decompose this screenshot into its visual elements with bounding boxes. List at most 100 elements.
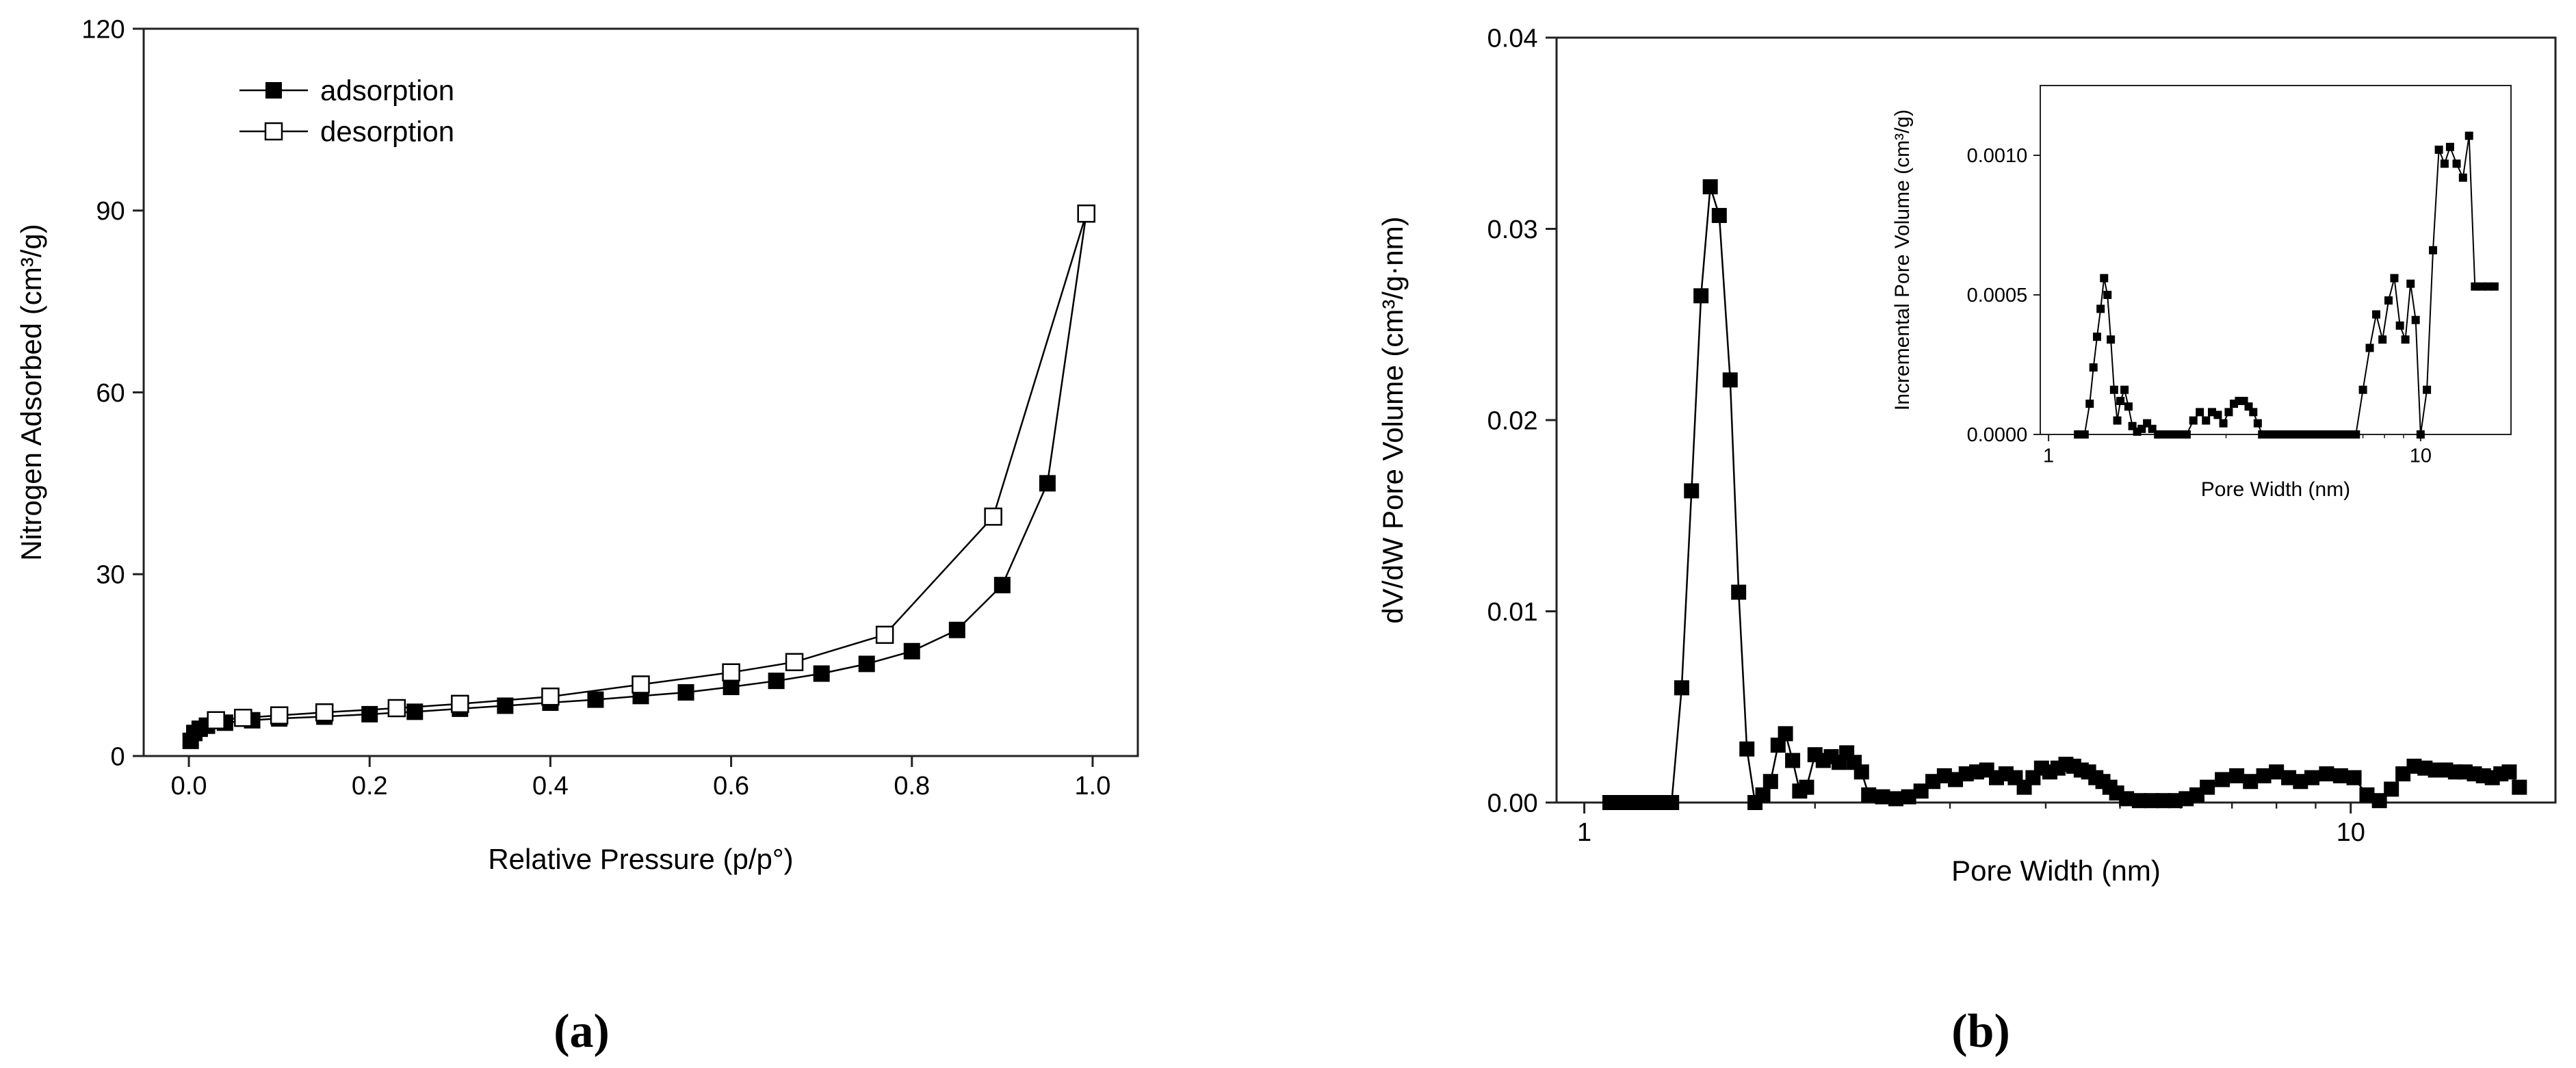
b-inset-series-0-point <box>2445 142 2454 151</box>
b-inset-series-0-point <box>2477 282 2486 291</box>
b-axes-frame <box>1555 36 2557 804</box>
a-x-tick-label: 0.0 <box>171 772 207 800</box>
b-inset-series-0-point <box>2202 416 2211 425</box>
panel-a-caption: (a) <box>554 1005 610 1058</box>
a-y-tick-label: 30 <box>96 561 125 590</box>
b-series-0-point <box>1785 753 1801 768</box>
b-inset-y-tick-label: 0.0005 <box>1967 285 2028 307</box>
b-y-tick-label: 0.03 <box>1487 216 1538 244</box>
b-inset-series-0-point <box>2168 430 2176 439</box>
b-series-0-point <box>1664 795 1680 810</box>
b-series-0-point <box>2119 791 2135 807</box>
b-inset-series-0-point <box>2096 304 2105 313</box>
b-series-0-point <box>1888 791 1903 807</box>
b-series-0-point <box>1853 764 1869 780</box>
b-inset-series-0-point <box>2352 430 2360 439</box>
a-series-0-point <box>813 665 830 682</box>
b-series-0-point <box>2346 770 2362 785</box>
b-inset-series-0-point <box>2490 282 2499 291</box>
b-inset-series-0-point <box>2416 430 2425 439</box>
a-series-1-point <box>270 706 289 725</box>
b-series-0-point <box>2304 770 2320 785</box>
b-inset-x-axis-title: Pore Width (nm) <box>2201 478 2350 501</box>
panel-a-chart: 0.0 0.2 0.4 0.6 0.8 1.0 0 30 60 90 120 Relative Pre… <box>15 15 1139 875</box>
a-legend-label: adsorption <box>320 75 454 107</box>
a-series-1-line <box>216 213 1087 721</box>
b-y-tick-label: 0.02 <box>1487 406 1538 435</box>
b-x-tick-label: 1 <box>1577 818 1591 847</box>
b-inset-y-axis-title: Incremental Pore Volume (cm³/g) <box>1891 109 1914 411</box>
b-series-0-point <box>1702 179 1718 195</box>
a-y-tick-label: 0 <box>110 742 125 771</box>
a-legend-label: desorption <box>320 116 454 148</box>
b-inset-series-0-point <box>2160 430 2169 439</box>
b-inset-series-0-point <box>2213 411 2222 419</box>
b-inset-series-0-point <box>2406 279 2415 288</box>
a-series-1-point <box>632 675 650 694</box>
b-inset-series-0-point <box>2384 296 2393 305</box>
b-series-0-point <box>1614 795 1630 810</box>
b-y-tick-label: 0.01 <box>1487 598 1538 627</box>
b-series-0-point <box>1739 741 1755 757</box>
b-inset-series-0-point <box>2080 430 2089 439</box>
b-series-0-point <box>2501 764 2517 780</box>
b-series-0-point <box>2512 779 2527 795</box>
a-x-tick-label: 0.8 <box>894 772 930 800</box>
b-inset-series-0-point <box>2390 274 2399 283</box>
a-axes-frame <box>142 27 1139 757</box>
b-series-0-point <box>1901 789 1916 805</box>
a-series-1-point <box>722 663 740 682</box>
b-series-0-point <box>2293 774 2308 790</box>
b-inset-series-0-point <box>2322 430 2331 439</box>
b-inset-series-0-point <box>2074 430 2083 439</box>
b-series-0-point <box>2229 768 2245 783</box>
b-inset-series-0-point <box>2120 385 2129 394</box>
a-series-0-point <box>858 655 875 673</box>
b-series-0-point <box>2131 793 2147 809</box>
b-inset-series-0-point <box>2440 159 2449 168</box>
a-y-tick-label: 120 <box>81 15 125 44</box>
a-y-tick-label: 60 <box>96 379 125 408</box>
a-series-0-point <box>903 642 920 660</box>
b-series-0-point <box>1778 726 1793 742</box>
b-inset-axes-frame <box>2040 85 2512 435</box>
a-x-tick-label: 0.6 <box>713 772 749 800</box>
b-series-0-point <box>2359 787 2375 803</box>
b-inset-x-tick-label: 10 <box>2410 445 2432 467</box>
a-x-tick-label: 0.2 <box>352 772 388 800</box>
a-series-1-point <box>875 625 894 644</box>
b-inset-series-0-point <box>2337 430 2345 439</box>
b-inset-series-0-point <box>2378 335 2387 344</box>
b-series-0-point <box>1674 680 1689 696</box>
b-inset-series-0-line <box>2078 135 2495 435</box>
b-inset-series-0-point <box>2196 408 2204 417</box>
a-series-0-line <box>190 213 1087 742</box>
a-series-1-point <box>451 694 469 714</box>
b-inset-series-0-point <box>2304 430 2313 439</box>
b-series-0-point <box>1913 783 1929 799</box>
b-inset-series-0-point <box>2358 385 2367 394</box>
b-inset-series-0-point <box>2124 402 2133 411</box>
b-series-0-point <box>2215 772 2230 787</box>
b-inset-series-0-point <box>2395 321 2404 330</box>
b-y-tick-label: 0.04 <box>1487 24 1538 53</box>
b-inset-series-0-point <box>2365 343 2374 352</box>
b-inset-series-0-point <box>2423 385 2432 394</box>
a-series-0-point <box>768 673 785 690</box>
b-inset-series-0-point <box>2484 282 2493 291</box>
b-inset-x-tick-label: 1 <box>2043 445 2054 467</box>
a-series-0-point <box>1039 475 1056 492</box>
b-inset-series-0-point <box>2182 430 2191 439</box>
b-series-0-point <box>1684 483 1700 499</box>
b-x-tick-label: 10 <box>2337 818 2365 847</box>
b-series-0-point <box>1875 789 1890 805</box>
a-y-axis-title: Nitrogen Adsorbed (cm³/g) <box>15 224 47 561</box>
a-x-tick-label: 0.4 <box>532 772 569 800</box>
b-inset-series-0-point <box>2298 430 2306 439</box>
b-series-0-point <box>2200 779 2215 795</box>
b-inset-series-0-point <box>2258 430 2267 439</box>
b-series-0-point <box>2384 781 2399 797</box>
b-series-0-point <box>1861 787 1877 803</box>
b-inset-series-0-point <box>2434 145 2443 154</box>
a-series-0-point <box>587 691 604 708</box>
